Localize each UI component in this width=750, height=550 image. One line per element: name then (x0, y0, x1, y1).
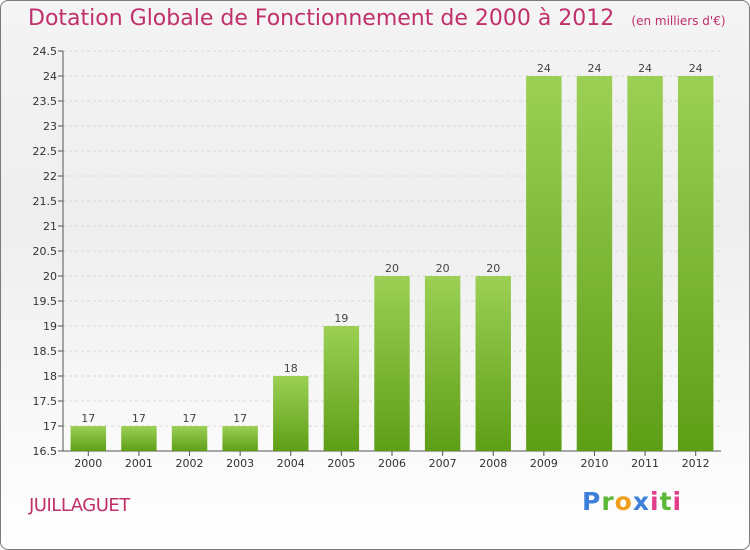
data-label: 17 (183, 412, 197, 425)
data-label: 24 (638, 62, 652, 75)
bar (424, 276, 461, 451)
bar (70, 426, 107, 451)
data-label: 20 (385, 262, 399, 275)
bar (374, 276, 410, 451)
y-tick-label: 16.5 (33, 445, 58, 458)
chart-header: Dotation Globale de Fonctionnement de 20… (28, 6, 726, 31)
data-label: 24 (587, 62, 601, 75)
y-tick-label: 24.5 (33, 45, 58, 58)
bar (576, 76, 613, 451)
data-label: 18 (284, 362, 298, 375)
proxiti-logo: Proxiti (582, 487, 683, 516)
bar (627, 76, 663, 451)
bar (222, 426, 258, 451)
data-label: 19 (334, 312, 348, 325)
bar (677, 76, 714, 451)
y-tick-label: 22.5 (33, 145, 58, 158)
x-tick-labels: 2000 2001 2002 2003 2004 2005 2006 2007 2008 2009… (74, 457, 709, 470)
x-tick-label: 2001 (125, 457, 153, 470)
y-tick-label: 18.5 (33, 345, 58, 358)
bar (323, 326, 360, 451)
y-tick-label: 23.5 (33, 95, 58, 108)
y-tick-labels: 16.5 17 17.5 18 18.5 19 19.5 20 20.5 21 21.5 22 22.5… (33, 45, 58, 458)
bar (526, 76, 562, 451)
y-tick-label: 21 (43, 220, 57, 233)
x-tick-label: 2008 (479, 457, 507, 470)
x-tick-label: 2009 (530, 457, 558, 470)
data-label: 20 (436, 262, 450, 275)
y-tick-label: 17 (43, 420, 57, 433)
x-tick-label: 2000 (74, 457, 102, 470)
data-label: 17 (81, 412, 95, 425)
bars (70, 76, 714, 451)
y-tick-label: 17.5 (33, 395, 58, 408)
x-tick-label: 2006 (378, 457, 406, 470)
bar (475, 276, 511, 451)
x-tick-label: 2004 (277, 457, 305, 470)
y-tick-label: 20.5 (33, 245, 58, 258)
y-tick-label: 18 (43, 370, 57, 383)
data-label: 20 (486, 262, 500, 275)
y-tick-label: 24 (43, 70, 57, 83)
data-label: 24 (689, 62, 703, 75)
y-tick-label: 22 (43, 170, 57, 183)
chart-title: Dotation Globale de Fonctionnement de 20… (28, 6, 615, 31)
bar (171, 426, 208, 451)
data-label: 17 (132, 412, 146, 425)
chart-subtitle: (en milliers d'€) (631, 14, 726, 28)
data-label: 24 (537, 62, 551, 75)
x-tick-label: 2012 (682, 457, 710, 470)
data-labels: 17 17 17 17 18 19 20 20 20 24 24 24 24 (81, 62, 702, 425)
y-tick-label: 21.5 (33, 195, 58, 208)
x-tick-label: 2002 (176, 457, 204, 470)
town-name: JUILLAGUET (29, 495, 130, 516)
data-label: 17 (233, 412, 247, 425)
x-tick-label: 2007 (429, 457, 457, 470)
x-tick-label: 2005 (327, 457, 355, 470)
x-tick-label: 2010 (580, 457, 608, 470)
x-tick-label: 2003 (226, 457, 254, 470)
y-tick-label: 19.5 (33, 295, 58, 308)
bar (121, 426, 157, 451)
y-tick-label: 19 (43, 320, 57, 333)
y-tick-label: 23 (43, 120, 57, 133)
bar (273, 376, 309, 451)
x-tick-label: 2011 (631, 457, 659, 470)
y-tick-label: 20 (43, 270, 57, 283)
